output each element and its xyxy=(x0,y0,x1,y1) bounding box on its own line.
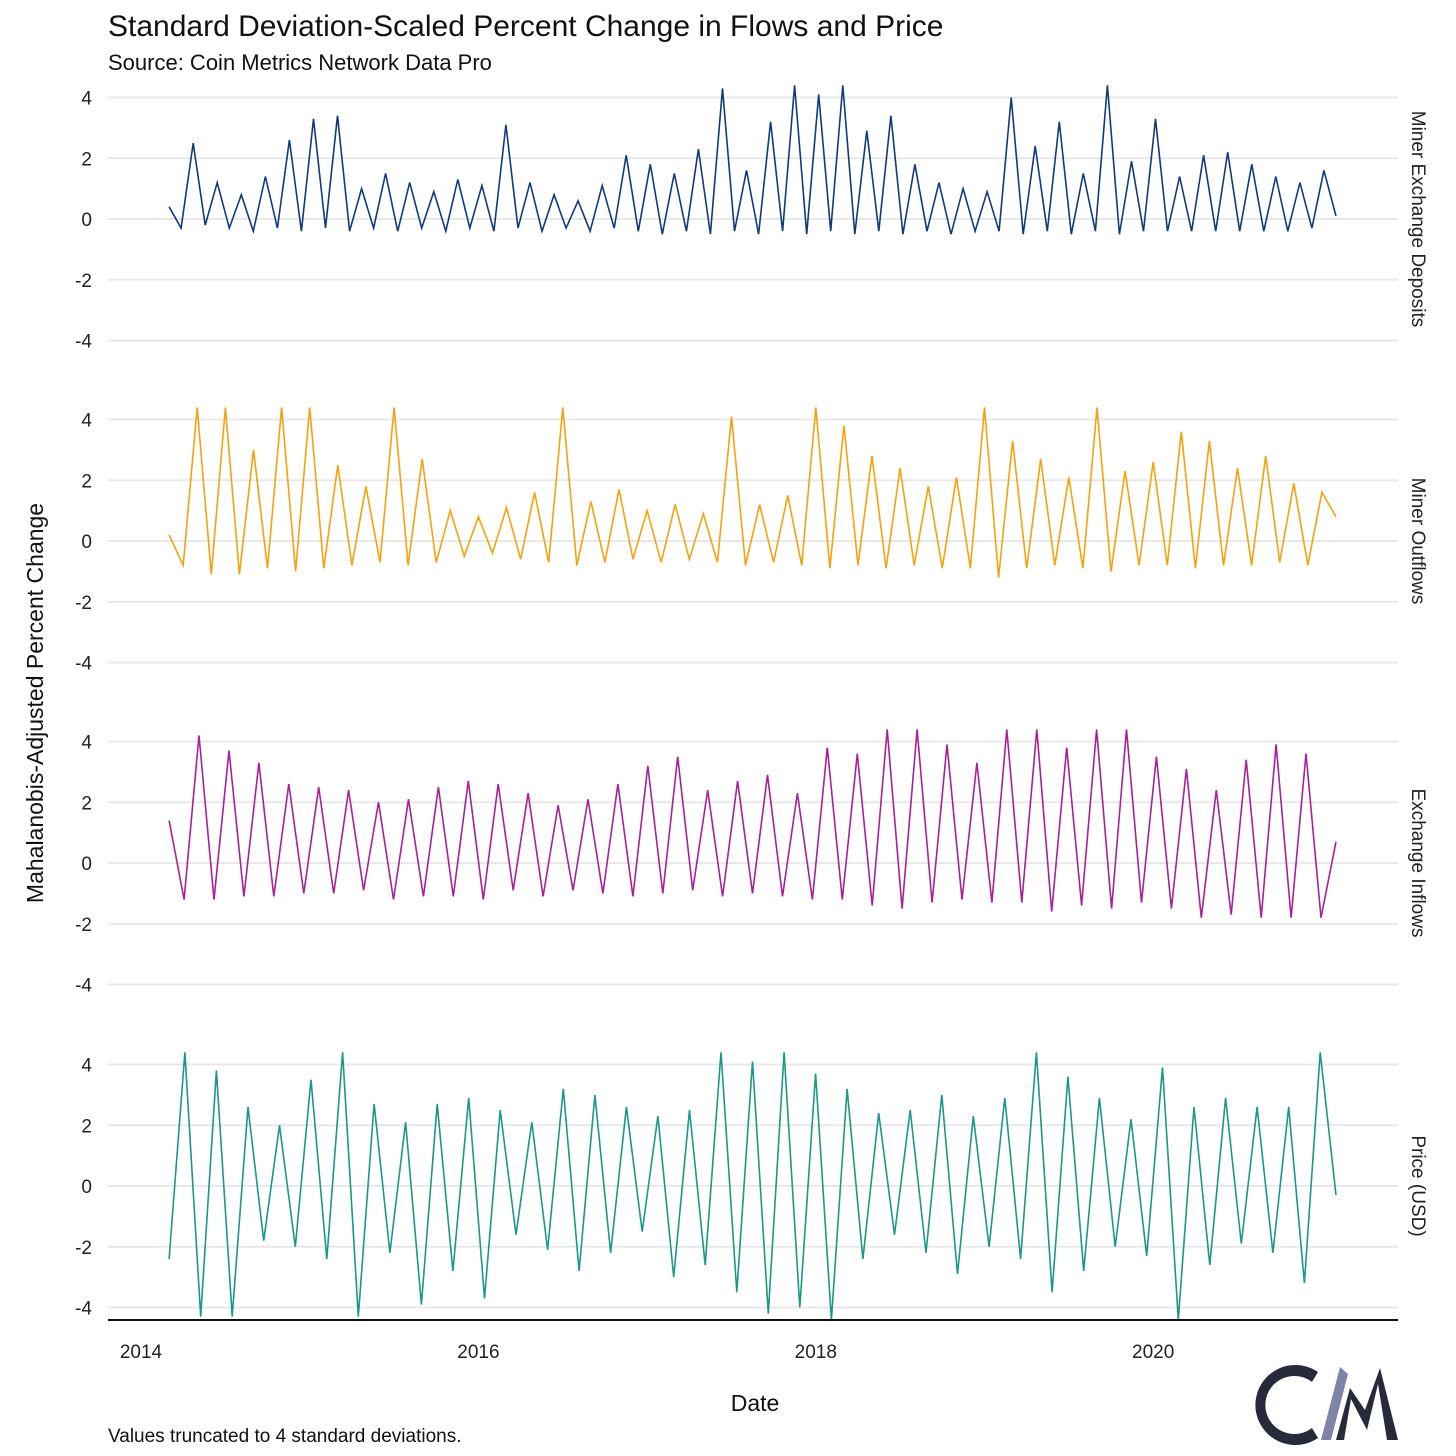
y-tick-label: 0 xyxy=(81,210,92,231)
chart-title: Standard Deviation-Scaled Percent Change… xyxy=(108,10,943,43)
y-tick-label: -4 xyxy=(75,332,92,353)
x-axis-ticks: 2014 2016 2018 2020 xyxy=(120,1342,1174,1363)
panels: 4 2 0 -2 -4 Miner Exchange Deposits 4 2 0 -2 -4 Min… xyxy=(75,85,1428,1320)
panel-4: 4 2 0 -2 -4 Price (USD) xyxy=(75,1052,1428,1320)
y-tick-label: -4 xyxy=(75,976,92,997)
series-line xyxy=(168,1052,1337,1320)
x-tick-label: 2016 xyxy=(457,1342,499,1363)
facet-label: Exchange Inflows xyxy=(1407,789,1428,938)
y-tick-label: 4 xyxy=(81,89,92,110)
y-tick-label: 0 xyxy=(81,532,92,553)
x-axis-title: Date xyxy=(731,1390,780,1416)
chart-subtitle: Source: Coin Metrics Network Data Pro xyxy=(108,50,492,75)
y-tick-label: 2 xyxy=(81,471,92,492)
y-tick-label: -4 xyxy=(75,654,92,675)
series-line xyxy=(168,85,1337,235)
x-tick-label: 2014 xyxy=(120,1342,163,1363)
y-tick-label: 0 xyxy=(81,1177,92,1198)
y-tick-label: -2 xyxy=(75,593,92,614)
y-tick-label: 4 xyxy=(81,1056,92,1077)
y-tick-label: 2 xyxy=(81,149,92,170)
facet-label: Price (USD) xyxy=(1407,1135,1428,1236)
footnote: Values truncated to 4 standard deviation… xyxy=(108,1426,462,1447)
series-line xyxy=(168,729,1337,918)
y-tick-label: -2 xyxy=(75,915,92,936)
y-tick-label: 2 xyxy=(81,1116,92,1137)
y-tick-label: 0 xyxy=(81,854,92,875)
series-line xyxy=(168,407,1337,578)
panel-1: 4 2 0 -2 -4 Miner Exchange Deposits xyxy=(75,85,1428,353)
x-tick-label: 2018 xyxy=(795,1342,837,1363)
y-tick-label: -4 xyxy=(75,1299,92,1320)
panel-3: 4 2 0 -2 -4 Exchange Inflows xyxy=(75,729,1428,997)
y-tick-label: -2 xyxy=(75,1238,92,1259)
facet-label: Miner Outflows xyxy=(1407,478,1428,605)
facet-label: Miner Exchange Deposits xyxy=(1407,111,1428,328)
panel-2: 4 2 0 -2 -4 Miner Outflows xyxy=(75,407,1428,675)
y-tick-label: 4 xyxy=(81,733,92,754)
x-tick-label: 2020 xyxy=(1132,1342,1174,1363)
coin-metrics-logo xyxy=(1255,1365,1398,1445)
y-tick-label: 4 xyxy=(81,411,92,432)
y-axis-title: Mahalanobis-Adjusted Percent Change xyxy=(22,503,48,903)
y-tick-label: 2 xyxy=(81,793,92,814)
y-tick-label: -2 xyxy=(75,271,92,292)
